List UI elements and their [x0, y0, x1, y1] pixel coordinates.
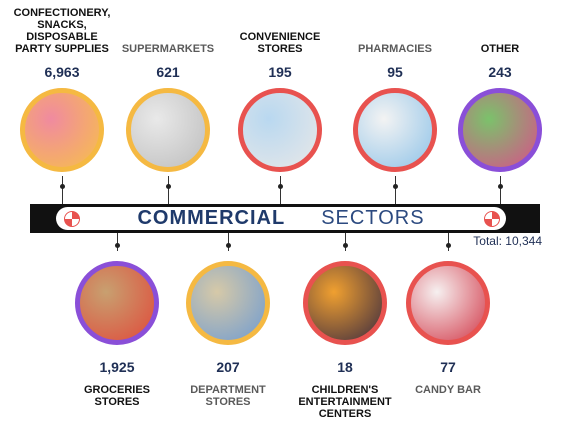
connector: [168, 176, 169, 204]
title-bold: COMMERCIAL: [137, 207, 286, 229]
connector: [117, 233, 118, 251]
photo-circle: [238, 88, 322, 172]
name-line: CANDY BAR: [415, 384, 481, 396]
connector: [395, 176, 396, 204]
connector: [62, 176, 63, 204]
name-line: SNACKS,: [37, 19, 87, 31]
name-line: SUPERMARKETS: [121, 43, 215, 55]
sector-count: 77: [440, 359, 456, 375]
name-line: GROCERIES: [83, 384, 150, 396]
photo-circle: [126, 88, 210, 172]
name-line: PHARMACIES: [358, 43, 432, 55]
banner-icon: [484, 211, 500, 227]
connector-dot: [115, 243, 120, 248]
connector: [280, 176, 281, 204]
sector-name: PHARMACIES: [335, 43, 455, 55]
photo-circle: [186, 261, 270, 345]
photo-circle: [75, 261, 159, 345]
sector-count: 6,963: [44, 64, 80, 80]
name-line: DISPOSABLE: [26, 31, 98, 43]
name-line: STORES: [205, 396, 251, 408]
name-line: STORES: [94, 396, 140, 408]
sector-name: CONFECTIONERY, SNACKS, DISPOSABLE PARTY SUP…: [2, 7, 122, 55]
photo-circle: [303, 261, 387, 345]
name-line: CONFECTIONERY,: [13, 7, 111, 19]
name-line: OTHER: [480, 43, 520, 55]
connector-dot: [166, 184, 171, 189]
name-line: CONVENIENCE: [239, 31, 321, 43]
connector-dot: [278, 184, 283, 189]
connector-dot: [226, 243, 231, 248]
name-line: CENTERS: [318, 408, 372, 420]
name-line: CHILDREN'S: [311, 384, 379, 396]
connector-dot: [498, 184, 503, 189]
banner-title: COMMERCIAL SECTORS: [56, 207, 506, 230]
total: Total: 10,344: [473, 234, 542, 248]
sector-count: 1,925: [99, 359, 135, 375]
name-line: PARTY SUPPLIES: [15, 43, 109, 55]
photo-circle: [20, 88, 104, 172]
connector-dot: [446, 243, 451, 248]
sector-count: 621: [156, 64, 180, 80]
connector-dot: [343, 243, 348, 248]
photo-circle: [406, 261, 490, 345]
sector-name: GROCERIES STORES: [57, 384, 177, 408]
connector: [448, 233, 449, 251]
sector-count: 195: [268, 64, 292, 80]
banner-icon: [64, 211, 80, 227]
sector-name: CANDY BAR: [388, 384, 508, 396]
connector: [500, 176, 501, 204]
sector-count: 95: [387, 64, 403, 80]
title-light: SECTORS: [321, 207, 425, 229]
connector: [228, 233, 229, 251]
connector-dot: [393, 184, 398, 189]
name-line: ENTERTAINMENT: [298, 396, 392, 408]
sector-name: OTHER: [440, 43, 560, 55]
sector-name: DEPARTMENT STORES: [168, 384, 288, 408]
connector-dot: [60, 184, 65, 189]
sector-count: 243: [488, 64, 512, 80]
sector-count: 18: [337, 359, 353, 375]
sector-count: 207: [216, 359, 240, 375]
photo-circle: [458, 88, 542, 172]
sector-name: CONVENIENCE STORES: [220, 31, 340, 55]
name-line: DEPARTMENT: [190, 384, 266, 396]
photo-circle: [353, 88, 437, 172]
sector-name: CHILDREN'S ENTERTAINMENT CENTERS: [285, 384, 405, 420]
name-line: STORES: [257, 43, 303, 55]
connector: [345, 233, 346, 251]
banner-plate: [56, 207, 506, 230]
sector-name: SUPERMARKETS: [108, 43, 228, 55]
